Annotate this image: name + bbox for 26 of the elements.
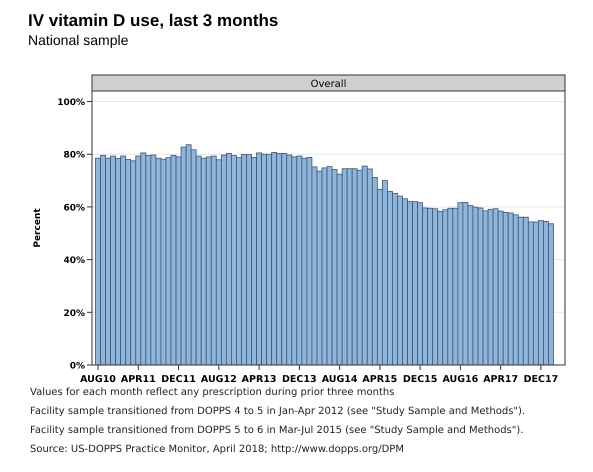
x-tick-label: AUG10 xyxy=(80,374,116,385)
chart-subtitle: National sample xyxy=(28,32,129,48)
source-note: Source: US-DOPPS Practice Monitor, April 2018; http://www.dopps.org/DPM xyxy=(30,444,404,455)
x-tick-label: DEC15 xyxy=(402,374,438,385)
y-tick-label: 0% xyxy=(70,362,85,372)
y-tick-label: 40% xyxy=(63,256,85,266)
text: Values for each month reflect any prescription during prior three months xyxy=(30,387,394,398)
text: Overall xyxy=(310,79,346,90)
y-tick-label: 20% xyxy=(63,308,85,319)
chart-title: IV vitamin D use, last 3 months xyxy=(28,11,278,30)
x-tick-label: DEC17 xyxy=(524,374,558,385)
x-tick-label: APR17 xyxy=(483,374,518,385)
text: Facility sample transitioned from DOPPS 5 to 6 in Mar-Jul 2015 (see "Study Sample and Methods"). xyxy=(30,425,524,436)
x-tick-label: APR11 xyxy=(120,374,156,385)
y-tick-label: 80% xyxy=(63,150,85,161)
y-tick-label: 60% xyxy=(63,203,85,214)
x-tick-label: APR13 xyxy=(242,374,277,385)
y-axis-title: Percent xyxy=(33,208,43,248)
x-tick-label: DEC13 xyxy=(282,374,317,385)
x-tick-label: AUG14 xyxy=(322,374,358,385)
x-tick-label: AUG12 xyxy=(200,374,237,385)
x-tick-label: DEC11 xyxy=(161,374,196,385)
x-tick-label: APR15 xyxy=(362,374,398,385)
text: Facility sample transitioned from DOPPS 4 to 5 in Jan-Apr 2012 (see "Study Sample and Methods"). xyxy=(30,406,526,417)
x-tick-label: AUG16 xyxy=(442,374,479,385)
y-tick-label: 100% xyxy=(57,98,85,108)
